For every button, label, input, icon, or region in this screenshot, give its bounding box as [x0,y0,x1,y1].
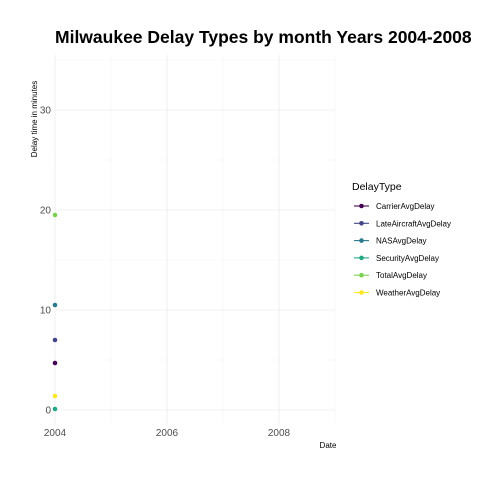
y-axis-label: Delay time in minutes [30,81,39,157]
legend-label: CarrierAvgDelay [376,202,435,211]
y-tick-label: 20 [40,206,52,217]
y-tick-label: 10 [40,306,52,317]
legend: DelayType CarrierAvgDelay LateAircraftAvg… [352,181,451,298]
legend-key-point [359,221,364,226]
x-tick-label: 2004 [44,428,67,439]
legend-label: LateAircraftAvgDelay [376,219,451,228]
legend-key-point [359,272,364,278]
data-point [52,406,58,412]
legend-key-point [359,255,364,261]
data-point [52,212,58,218]
x-axis-label: Date [320,441,337,450]
y-tick-label: 30 [40,106,52,117]
legend-label: NASAvgDelay [376,237,427,246]
x-tick-label: 2008 [268,428,291,439]
y-tick-label: 0 [45,406,51,417]
axis-ticks: 2004 2006 2008 0 10 20 30 [40,106,291,440]
legend-title: DelayType [352,181,402,193]
legend-key-point [359,203,364,209]
data-point [52,393,58,399]
legend-key-point [359,238,364,243]
legend-label: TotalAvgDelay [376,271,427,280]
legend-label: SecurityAvgDelay [376,254,439,263]
data-points [52,212,58,412]
plot-grid [54,55,336,425]
legend-key-point [359,290,364,295]
data-point [52,337,58,343]
x-tick-label: 2006 [156,428,179,439]
data-point [52,360,58,366]
legend-label: WeatherAvgDelay [376,289,440,298]
data-point [52,302,58,308]
chart-title: Milwaukee Delay Types by month Years 200… [55,27,472,47]
